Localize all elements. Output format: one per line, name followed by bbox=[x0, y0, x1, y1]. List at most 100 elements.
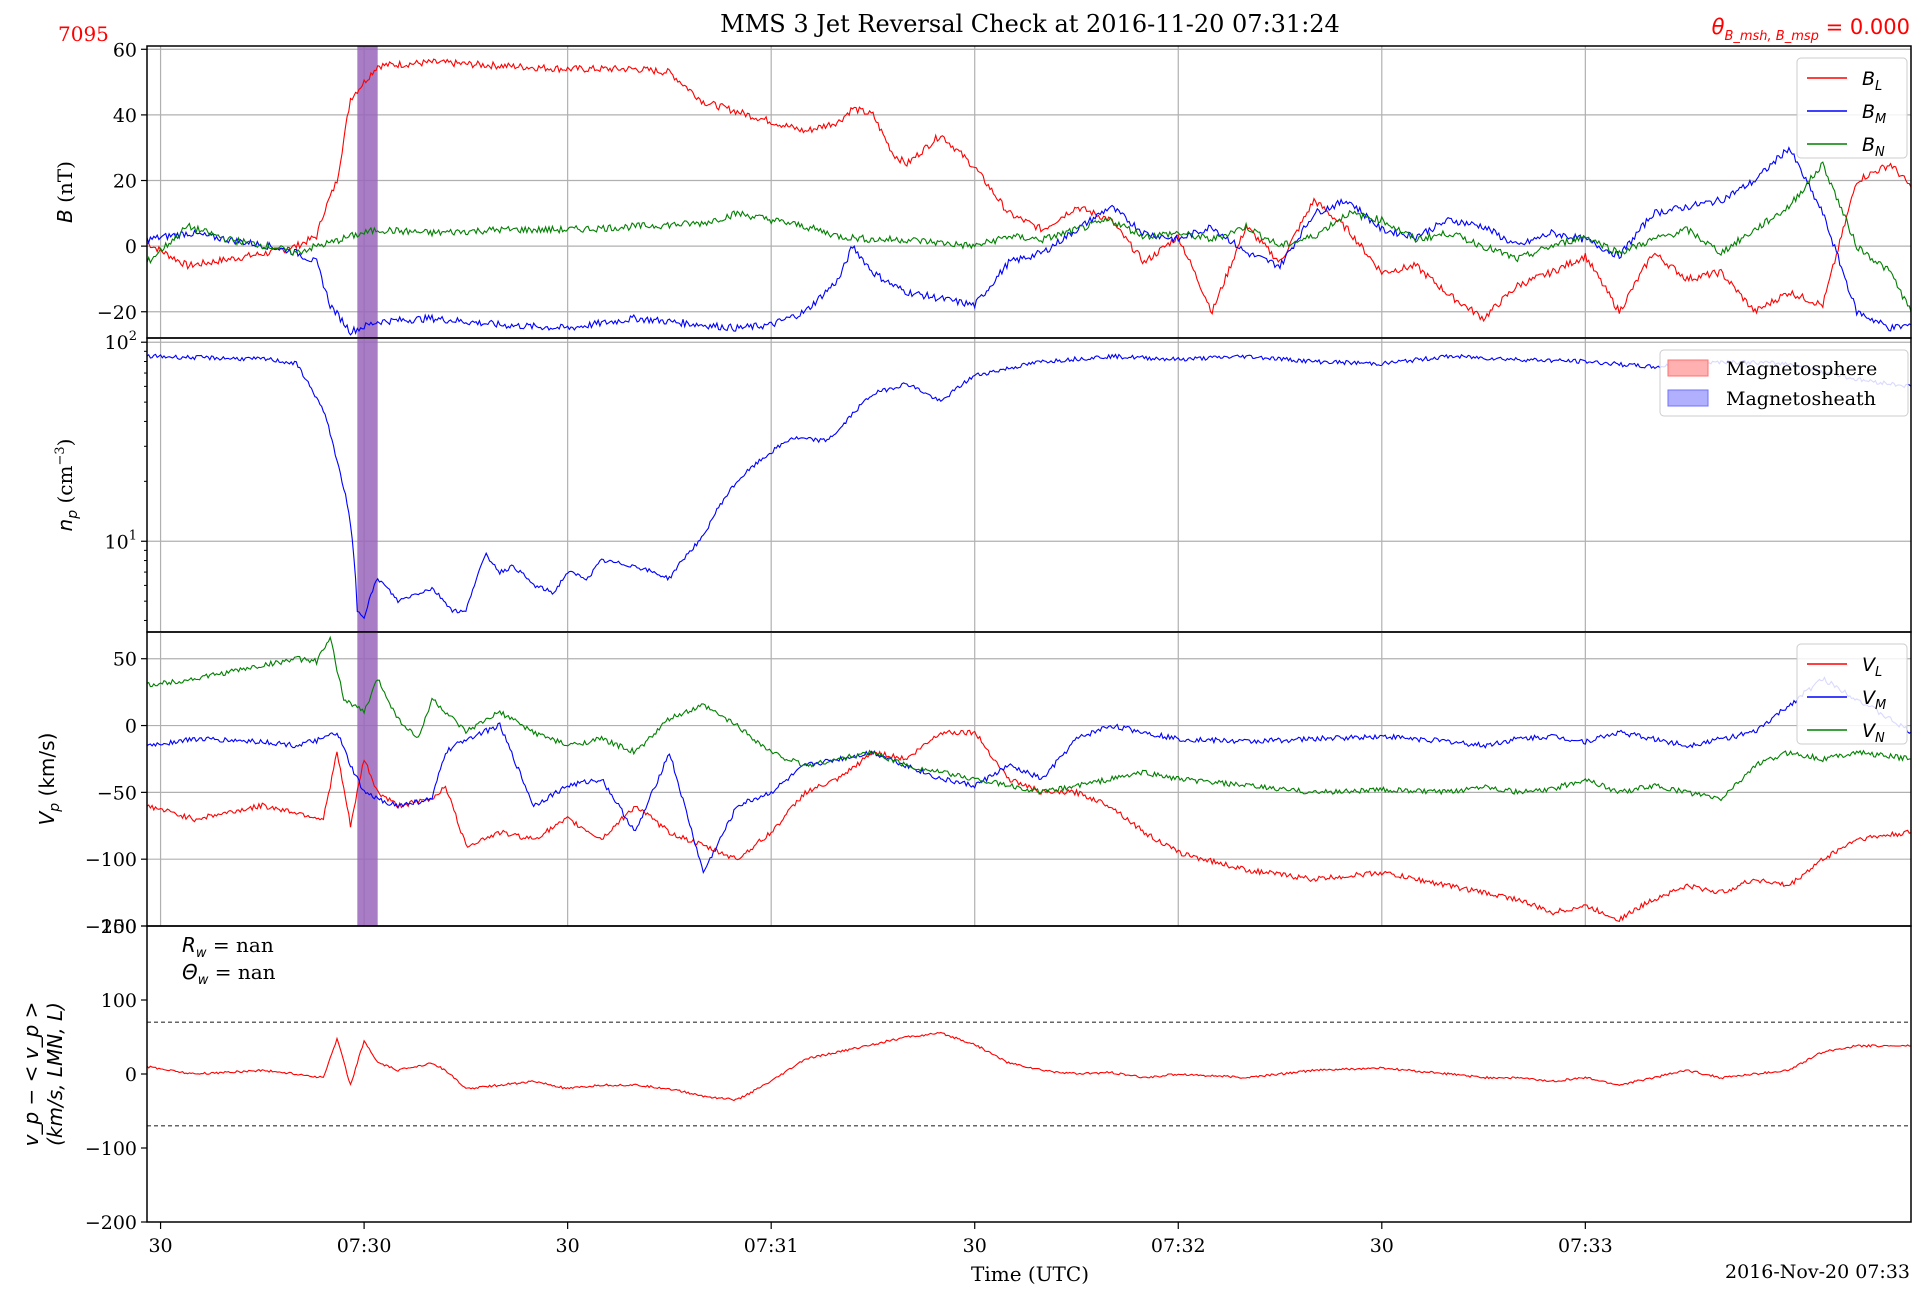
ytick-base: 10 bbox=[105, 531, 129, 553]
xtick-label-4: 30 bbox=[963, 1235, 987, 1257]
corner-id-label: 7095 bbox=[58, 22, 109, 46]
ytick-label-V-0: 50 bbox=[113, 649, 137, 671]
ylabel-V-unit: (km/s) bbox=[35, 733, 59, 803]
legend-label-1: Magnetosheath bbox=[1726, 388, 1876, 410]
annotation-symbol: R bbox=[182, 933, 196, 957]
theta-value: = 0.000 bbox=[1819, 15, 1910, 39]
series-line-B_N bbox=[147, 161, 1911, 312]
ylabel-dV-line1: v_p − < v_p > bbox=[19, 1002, 43, 1147]
ytick-label-dV-3: −100 bbox=[85, 1138, 137, 1160]
panel-frame-dV bbox=[146, 925, 1912, 1223]
annotation-1: Θw = nan bbox=[182, 960, 276, 988]
ylabel-n-close: ) bbox=[53, 439, 77, 447]
annotation-text: = nan bbox=[207, 933, 274, 957]
ylabel-V-main: V bbox=[35, 810, 59, 825]
xtick-label-0: 30 bbox=[148, 1235, 172, 1257]
highlight-band-V bbox=[357, 632, 378, 926]
annotation-text: = nan bbox=[208, 960, 275, 984]
legend-label-0: Magnetosphere bbox=[1726, 358, 1877, 380]
theta-subscript: B_msh, B_msp bbox=[1724, 29, 1818, 44]
legend-label-main: B bbox=[1862, 101, 1875, 123]
legend-label-main: B bbox=[1862, 134, 1875, 156]
legend-label-V_M: VM bbox=[1862, 687, 1886, 713]
ytick-label-n-0: 102 bbox=[105, 329, 137, 354]
ytick-exp: 1 bbox=[129, 528, 137, 543]
ytick-label-dV-2: 0 bbox=[125, 1064, 137, 1086]
legend-label-sub: L bbox=[1875, 79, 1882, 94]
xtick-label-5: 07:32 bbox=[1151, 1235, 1206, 1257]
series-line-V_L bbox=[147, 729, 1911, 923]
legend-box-B bbox=[1796, 57, 1908, 159]
legend-label-B_M: BM bbox=[1862, 101, 1886, 127]
legend-label-main: V bbox=[1862, 720, 1877, 742]
ytick-label-V-4: −150 bbox=[85, 916, 137, 938]
xtick-label-3: 07:31 bbox=[744, 1235, 799, 1257]
ytick-label-dV-4: −200 bbox=[85, 1212, 137, 1234]
xtick-label-1: 07:30 bbox=[337, 1235, 392, 1257]
ytick-label-V-2: −50 bbox=[97, 782, 137, 804]
date-label: 2016-Nov-20 07:33 bbox=[1725, 1261, 1910, 1283]
series-line-V_M bbox=[147, 676, 1911, 875]
ytick-label-B-3: 0 bbox=[125, 236, 137, 258]
theta-annotation: θB_msh, B_msp = 0.000 bbox=[1712, 15, 1910, 44]
ylabel-B-unit: (nT) bbox=[53, 161, 77, 209]
legend-swatch-1 bbox=[1667, 389, 1709, 407]
panel-dV: 200 100 0 −100 −200 v_p − < v_p > (km/s, LMN, … bbox=[19, 916, 1912, 1234]
series-line-V_N bbox=[147, 635, 1911, 802]
ytick-base: 10 bbox=[105, 332, 129, 354]
legend-label-B_L: BL bbox=[1862, 68, 1882, 94]
annotation-0: Rw = nan bbox=[182, 933, 274, 961]
annotation-sub: w bbox=[198, 973, 209, 988]
ytick-label-B-4: −20 bbox=[97, 302, 137, 324]
legend-label-sub: M bbox=[1875, 112, 1886, 127]
annotation-symbol: Θ bbox=[182, 960, 198, 984]
ytick-label-dV-1: 100 bbox=[101, 990, 137, 1012]
legend-label-main: V bbox=[1862, 687, 1877, 709]
figure-title: MMS 3 Jet Reversal Check at 2016-11-20 0… bbox=[720, 10, 1340, 38]
ylabel-V-sub: p bbox=[47, 803, 63, 813]
xtick-label-2: 30 bbox=[556, 1235, 580, 1257]
theta-symbol: θ bbox=[1712, 15, 1725, 39]
ylabel-n-unit: (cm bbox=[53, 466, 77, 510]
legend-box-regions bbox=[1659, 349, 1909, 417]
legend-label-V_N: VN bbox=[1862, 720, 1885, 746]
legend-label-main: B bbox=[1862, 68, 1875, 90]
ytick-label-B-2: 20 bbox=[113, 171, 137, 193]
xtick-label-6: 30 bbox=[1370, 1235, 1394, 1257]
ytick-label-n-1: 101 bbox=[105, 528, 137, 553]
ylabel-dV-line2: (km/s, LMN, L) bbox=[43, 1002, 67, 1146]
ylabel-n-sub: p bbox=[65, 510, 81, 520]
ylabel-B-symbol: B bbox=[53, 209, 77, 223]
highlight-band-B bbox=[357, 46, 378, 338]
legend-label-sub: N bbox=[1875, 731, 1885, 746]
series-line-B_L bbox=[147, 58, 1911, 323]
ytick-exp: 2 bbox=[129, 329, 137, 344]
ylabel-B: B (nT) bbox=[53, 161, 77, 223]
ylabel-V: Vp (km/s) bbox=[35, 733, 63, 826]
ytick-label-B-1: 40 bbox=[113, 105, 137, 127]
highlight-band-n bbox=[357, 338, 378, 632]
legend-label-sub: N bbox=[1875, 145, 1885, 160]
annotation-sub: w bbox=[196, 946, 207, 961]
ylabel-n-sup: −3 bbox=[53, 446, 68, 465]
ytick-label-dV-0: 200 bbox=[101, 916, 137, 938]
ylabel-n-main: n bbox=[53, 519, 77, 532]
ytick-label-V-1: 0 bbox=[125, 716, 137, 738]
legend-label-sub: M bbox=[1875, 698, 1886, 713]
xtick-label-7: 07:33 bbox=[1558, 1235, 1613, 1257]
ylabel-n: np (cm−3) bbox=[53, 439, 81, 532]
x-axis: 30 07:30 30 07:31 30 07:32 30 07:33 bbox=[148, 1222, 1613, 1257]
ytick-label-V-3: −100 bbox=[85, 849, 137, 871]
legend-label-V_L: VL bbox=[1862, 654, 1882, 680]
x-axis-label: Time (UTC) bbox=[971, 1262, 1089, 1286]
legend-label-B_N: BN bbox=[1862, 134, 1885, 160]
legend-label-main: V bbox=[1862, 654, 1877, 676]
legend-label-sub: L bbox=[1875, 665, 1882, 680]
legend-swatch-0 bbox=[1667, 359, 1709, 377]
ytick-label-B-0: 60 bbox=[113, 39, 137, 61]
series-line-dV_L bbox=[147, 1031, 1911, 1102]
series-line-n_p bbox=[147, 353, 1911, 620]
